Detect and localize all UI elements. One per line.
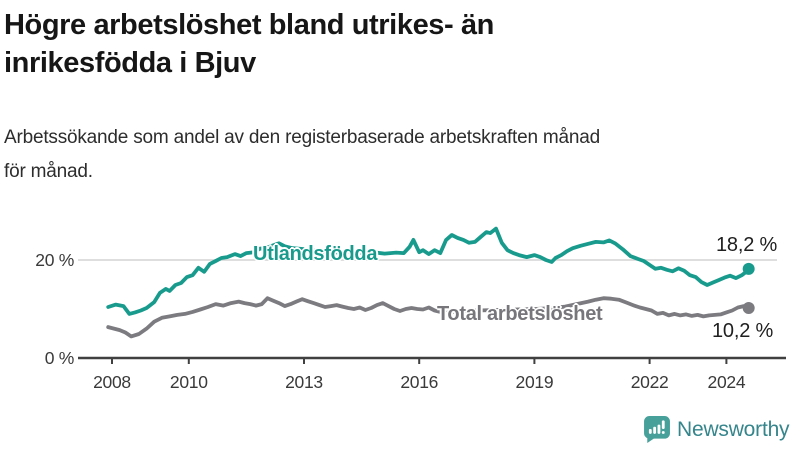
newsworthy-logo[interactable]: Newsworthy [644,416,790,443]
y-tick-label: 0 % [45,348,74,368]
x-tick-label: 2022 [631,372,669,392]
x-tick-label: 2008 [93,372,131,392]
series-end-dot-1 [742,302,755,315]
x-tick-label: 2013 [285,372,323,392]
series-line-0 [106,226,751,316]
x-tick-label: 2024 [708,372,746,392]
newsworthy-wordmark: Newsworthy [677,417,790,441]
y-tick-label: 20 % [35,250,74,270]
series-end-dot-0 [742,262,755,275]
series-line-1 [106,296,751,339]
series-label-total-arbetsloshet: Total arbetslöshet [437,303,603,325]
chart-title: Högre arbetslöshet bland utrikes- än inr… [4,9,494,79]
x-tick-label: 2010 [170,372,208,392]
chart-subtitle: Arbetssökande som andel av den registerb… [4,127,601,182]
value-label-utlandsfodda: 18,2 % [716,234,778,256]
series-label-utlandsfodda: Utlandsfödda [253,243,378,265]
value-label-total-arbetsloshet: 10,2 % [712,320,774,342]
x-tick-label: 2019 [516,372,554,392]
newsworthy-logo-icon [644,416,670,443]
x-tick-label: 2016 [400,372,438,392]
